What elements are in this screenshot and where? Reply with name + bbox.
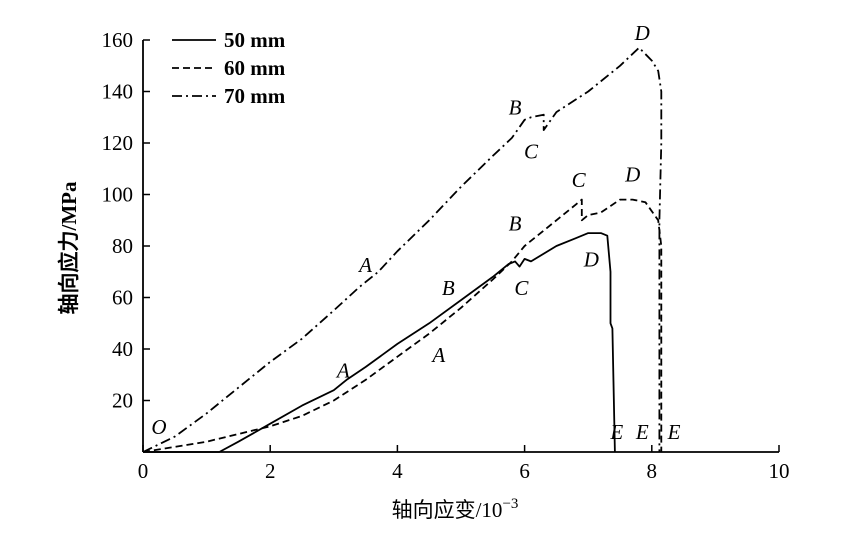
x-tick-label: 10 xyxy=(769,459,790,483)
x-tick-label: 2 xyxy=(265,459,276,483)
x-axis-title: 轴向应变/10−3 xyxy=(392,496,519,522)
series-line-3 xyxy=(142,46,663,453)
y-tick-label: 80 xyxy=(112,234,133,258)
point-label: A xyxy=(357,253,372,277)
point-label: C xyxy=(572,168,587,192)
point-label: A xyxy=(335,358,350,382)
y-tick-label: 20 xyxy=(112,389,133,413)
y-tick-label: 40 xyxy=(112,337,133,361)
point-label: E xyxy=(635,420,649,444)
point-label: D xyxy=(634,21,650,45)
y-tick-label: 140 xyxy=(102,80,134,104)
y-axis-title: 轴向应力/MPa xyxy=(57,181,81,314)
x-axis-title-exponent: −3 xyxy=(502,496,518,512)
point-label: E xyxy=(667,420,681,444)
y-tick-label: 120 xyxy=(102,131,134,155)
legend-label-3: 70 mm xyxy=(224,84,286,108)
x-tick-label: 8 xyxy=(647,459,658,483)
x-tick-label: 0 xyxy=(138,459,149,483)
y-tick-label: 60 xyxy=(112,286,133,310)
legend-label-2: 60 mm xyxy=(224,56,286,80)
x-tick-label: 6 xyxy=(519,459,530,483)
x-tick-label: 4 xyxy=(392,459,403,483)
point-label: O xyxy=(151,415,166,439)
point-label: A xyxy=(430,343,445,367)
point-label: D xyxy=(624,163,640,187)
ticks: 0 2 4 6 8 10 20 40 60 80 100 120 140 160 xyxy=(102,28,790,483)
point-label: B xyxy=(442,276,455,300)
point-label: C xyxy=(524,139,539,163)
legend: 50 mm 60 mm 70 mm xyxy=(172,28,286,108)
point-label: B xyxy=(509,212,522,236)
legend-label-1: 50 mm xyxy=(224,28,286,52)
series-line-2 xyxy=(142,198,663,453)
y-tick-label: 100 xyxy=(102,183,134,207)
point-label: B xyxy=(509,96,522,120)
point-label: D xyxy=(583,248,599,272)
x-axis-title-text: 轴向应变/10 xyxy=(392,498,503,522)
point-label: C xyxy=(514,276,529,300)
y-tick-label: 160 xyxy=(102,28,134,52)
series-line-1 xyxy=(143,232,616,453)
point-label: E xyxy=(609,420,623,444)
series-lines xyxy=(142,46,663,453)
